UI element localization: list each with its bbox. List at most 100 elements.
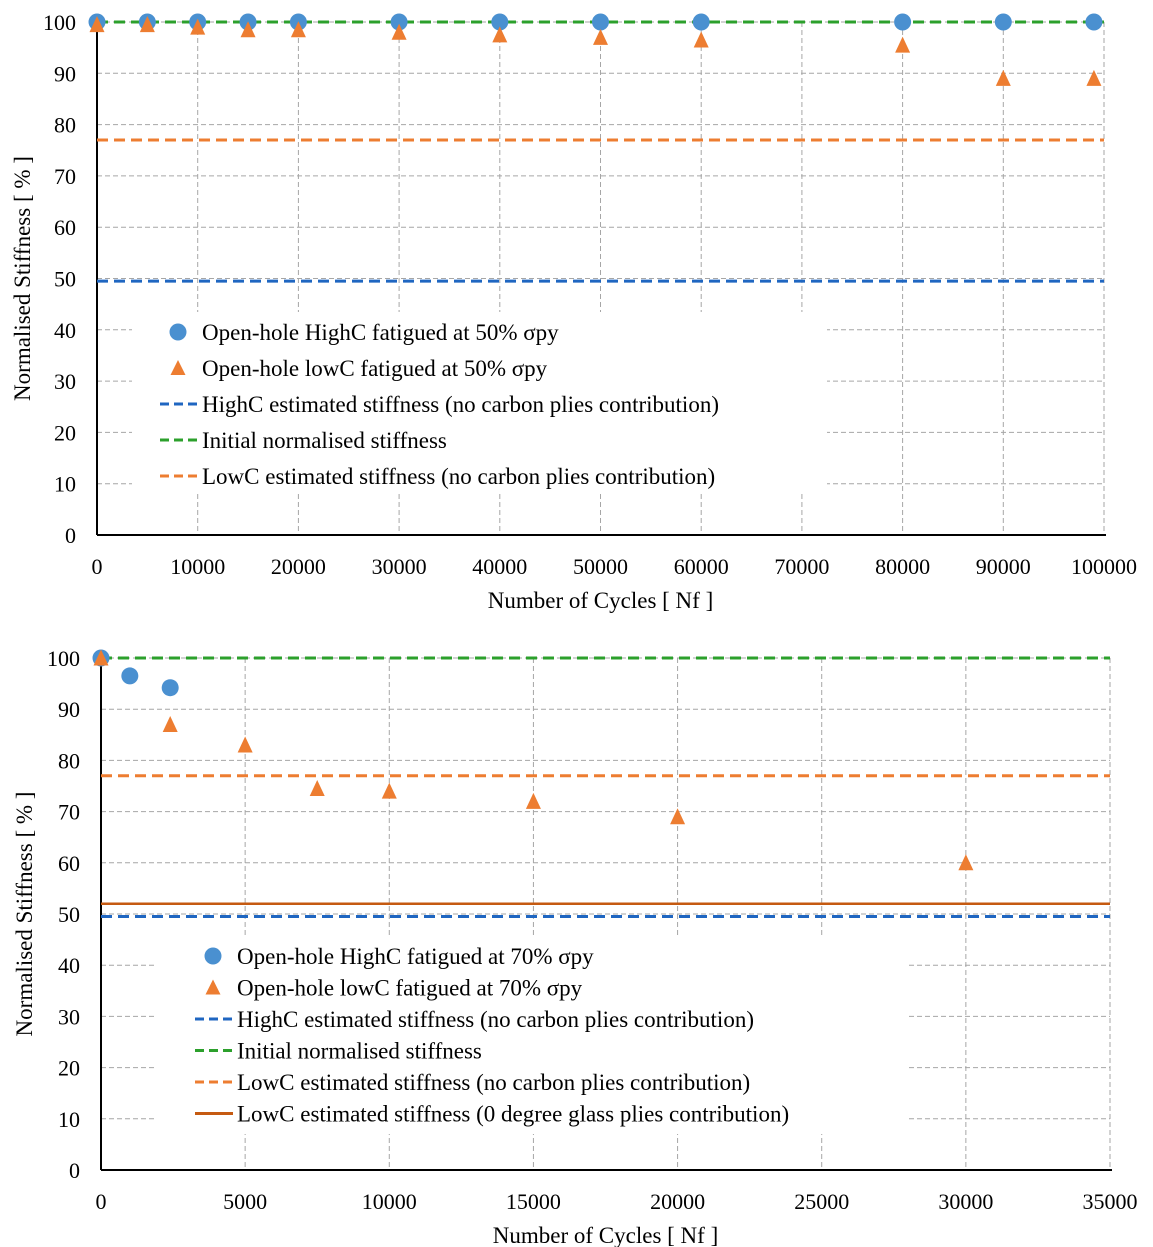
y-tick-label: 80	[58, 748, 80, 773]
x-tick-label: 20000	[271, 554, 326, 579]
x-tick-label: 20000	[650, 1189, 705, 1214]
x-axis-title: Number of Cycles [ Nf ]	[493, 1223, 718, 1247]
legend-marker-circle	[169, 323, 187, 341]
y-tick-label: 60	[58, 851, 80, 876]
x-tick-label: 50000	[573, 554, 628, 579]
y-tick-label: 90	[58, 697, 80, 722]
legend-item: Initial normalised stiffness	[195, 1039, 482, 1064]
lowc-series	[89, 16, 1102, 86]
legend: Open-hole HighC fatigued at 70% σpy Open-…	[156, 938, 908, 1134]
legend-label: LowC estimated stiffness (no carbon plie…	[202, 464, 715, 489]
data-point-triangle	[492, 26, 508, 43]
x-tick-label: 30000	[372, 554, 427, 579]
data-point-triangle	[1086, 69, 1102, 86]
data-point-triangle	[693, 31, 709, 48]
legend-marker-triangle	[170, 360, 186, 375]
data-point-triangle	[525, 792, 541, 809]
x-tick-label: 10000	[170, 554, 225, 579]
y-tick-label: 20	[58, 1056, 80, 1081]
y-tick-label: 90	[54, 61, 76, 86]
legend-label: Open-hole HighC fatigued at 50% σpy	[202, 320, 559, 345]
y-axis-title: Normalised Stiffness [ % ]	[12, 792, 37, 1037]
data-point-triangle	[290, 21, 306, 38]
data-point-triangle	[958, 854, 974, 871]
data-point-circle	[994, 13, 1012, 31]
data-point-triangle	[593, 28, 608, 45]
x-tick-label: 0	[92, 554, 103, 579]
data-point-circle	[121, 667, 139, 685]
legend-label: LowC estimated stiffness (0 degree glass…	[237, 1102, 789, 1127]
x-tick-label: 5000	[223, 1189, 267, 1214]
y-tick-label: 100	[47, 646, 80, 671]
data-point-triangle	[162, 716, 178, 733]
legend-label: LowC estimated stiffness (no carbon plie…	[237, 1070, 750, 1095]
y-tick-label: 60	[54, 215, 76, 240]
legend-item: Open-hole lowC fatigued at 70% σpy	[205, 976, 583, 1001]
stiffness-chart-70-percent: 0 10 20 30 40 50 60 70 80 90 100 0 5000 10000 15000 200…	[12, 646, 1138, 1247]
data-point-triangle	[240, 21, 256, 38]
y-tick-label: 40	[54, 318, 76, 343]
data-point-triangle	[895, 36, 911, 53]
data-point-triangle	[381, 782, 397, 799]
x-tick-label: 80000	[875, 554, 930, 579]
legend-item: Open-hole lowC fatigued at 50% σpy	[170, 356, 548, 381]
x-tick-label: 100000	[1071, 554, 1137, 579]
legend-item: Initial normalised stiffness	[160, 428, 447, 453]
legend-label: Initial normalised stiffness	[237, 1039, 482, 1064]
legend-item: LowC estimated stiffness (no carbon plie…	[160, 464, 715, 489]
x-tick-label: 90000	[976, 554, 1031, 579]
legend: Open-hole HighC fatigued at 50% σpy Open-…	[132, 312, 827, 492]
x-tick-label: 60000	[674, 554, 729, 579]
data-point-triangle	[309, 780, 325, 797]
data-point-triangle	[995, 69, 1011, 86]
legend-label: Open-hole lowC fatigued at 70% σpy	[237, 976, 583, 1001]
legend-label: Initial normalised stiffness	[202, 428, 447, 453]
legend-label: HighC estimated stiffness (no carbon pli…	[202, 392, 719, 417]
data-point-circle	[894, 13, 912, 31]
legend-background	[132, 312, 827, 492]
legend-item: HighC estimated stiffness (no carbon pli…	[160, 392, 719, 417]
legend-item: Open-hole HighC fatigued at 70% σpy	[204, 944, 594, 969]
y-axis-title: Normalised Stiffness [ % ]	[10, 156, 35, 401]
chart-bottom: 0 10 20 30 40 50 60 70 80 90 100 0 5000 10000 15000 200…	[0, 622, 1153, 1247]
x-tick-label: 35000	[1083, 1189, 1138, 1214]
y-tick-label: 0	[65, 523, 76, 548]
y-tick-label: 100	[43, 10, 76, 35]
x-tick-label: 40000	[472, 554, 527, 579]
y-tick-label: 10	[54, 472, 76, 497]
data-point-triangle	[670, 808, 686, 825]
x-tick-label: 10000	[362, 1189, 417, 1214]
stiffness-chart-50-percent: 0 10 20 30 40 50 60 70 80 90 100 0 10000 20000 30000 40…	[10, 10, 1137, 613]
data-point-triangle	[89, 16, 105, 33]
x-tick-label: 70000	[774, 554, 829, 579]
data-point-triangle	[139, 16, 155, 33]
chart-top: 0 10 20 30 40 50 60 70 80 90 100 0 10000 20000 30000 40…	[0, 0, 1153, 622]
data-point-triangle	[391, 23, 407, 40]
legend-item: HighC estimated stiffness (no carbon pli…	[195, 1007, 754, 1032]
x-tick-label: 0	[96, 1189, 107, 1214]
legend-item: LowC estimated stiffness (no carbon plie…	[195, 1070, 750, 1095]
data-point-triangle	[237, 736, 253, 753]
legend-item: Open-hole HighC fatigued at 50% σpy	[169, 320, 559, 345]
y-tick-label: 70	[58, 800, 80, 825]
x-tick-label: 15000	[506, 1189, 561, 1214]
y-tick-label: 50	[54, 267, 76, 292]
legend-label: Open-hole HighC fatigued at 70% σpy	[237, 944, 594, 969]
data-point-circle	[1085, 13, 1103, 31]
y-tick-label: 30	[54, 369, 76, 394]
legend-item: LowC estimated stiffness (0 degree glass…	[195, 1102, 789, 1127]
y-tick-label: 10	[58, 1107, 80, 1132]
data-point-circle	[390, 13, 408, 31]
data-point-triangle	[93, 649, 109, 666]
y-tick-label: 0	[69, 1158, 80, 1183]
y-tick-label: 20	[54, 420, 76, 445]
data-point-circle	[161, 679, 179, 697]
lowc-series	[93, 649, 974, 871]
legend-background	[156, 938, 908, 1134]
legend-marker-circle	[204, 947, 222, 965]
x-axis-title: Number of Cycles [ Nf ]	[488, 588, 713, 613]
data-point-circle	[491, 13, 509, 31]
legend-marker-triangle	[205, 979, 221, 995]
x-tick-label: 30000	[938, 1189, 993, 1214]
y-tick-label: 40	[58, 953, 80, 978]
